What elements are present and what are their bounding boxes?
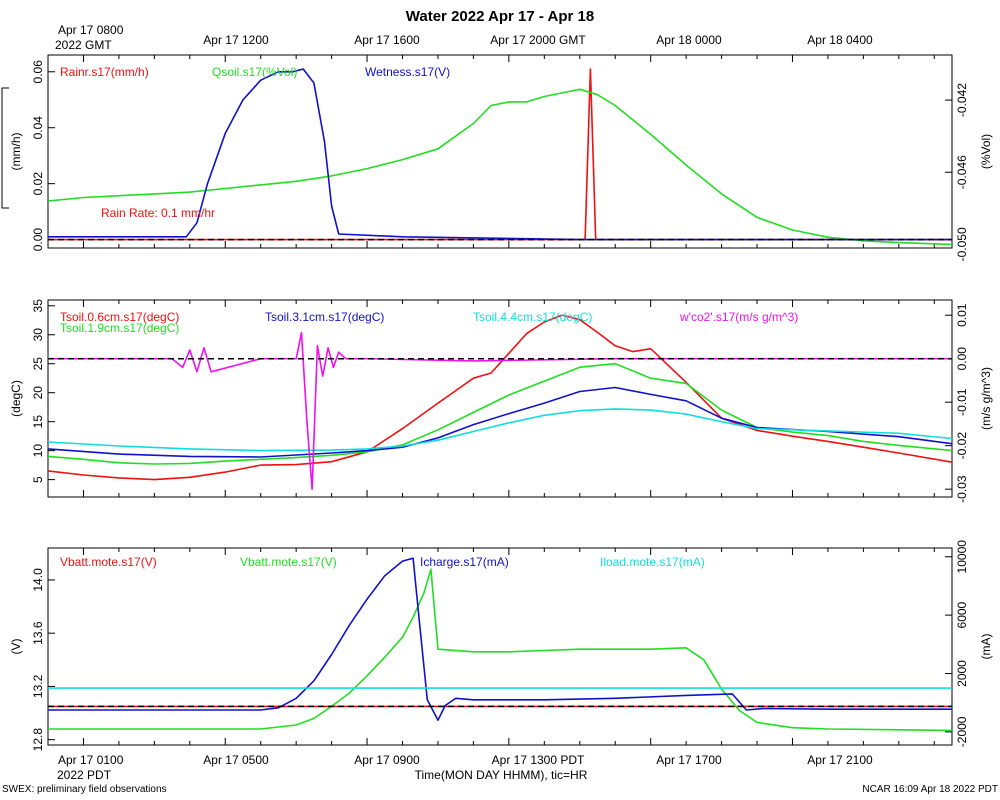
- top-axis-first-line2: 2022 GMT: [55, 38, 112, 52]
- bottom-axis-tick-label: Apr 17 0900: [354, 753, 420, 767]
- top-axis-tick-label: Apr 18 0400: [807, 33, 873, 47]
- y-axis-title-left: (degC): [9, 380, 23, 417]
- series-line-1-0: [47, 314, 953, 481]
- y-tick-label-left: 20: [31, 386, 45, 400]
- y-tick-label-right: -0.050: [955, 227, 969, 261]
- y-tick-label-left: 0.04: [31, 116, 45, 140]
- y-tick-label-right: 6000: [955, 601, 969, 628]
- legend-label: Tsoil.4.4cm.s17(degC): [473, 310, 592, 324]
- y-tick-label-left: 5: [31, 476, 45, 483]
- bottom-axis-tick-label: Apr 17 0500: [203, 753, 269, 767]
- panel-frame: [47, 54, 953, 249]
- y-axis-title-left: (V): [9, 639, 23, 655]
- y-tick-label-right: -0.01: [955, 388, 969, 416]
- page-title: Water 2022 Apr 17 - Apr 18: [405, 8, 595, 25]
- top-axis-tick-label: Apr 18 0000: [656, 33, 722, 47]
- x-axis-label: Time(MON DAY HHMM), tic=HR: [415, 768, 588, 782]
- y-tick-label-right: -0.046: [955, 155, 969, 189]
- panel-frame: [47, 299, 953, 498]
- legend-label: Vbatt.mote.s17(V): [60, 555, 157, 569]
- y-tick-label-left: 15: [31, 415, 45, 429]
- y-tick-label-left: 13.2: [31, 674, 45, 698]
- bottom-axis-tick-label: Apr 17 2100: [807, 753, 873, 767]
- bottom-axis-tick-label: Apr 17 1300 PDT: [492, 753, 585, 767]
- y-axis-title-right: (%Vol): [979, 134, 993, 169]
- legend-label: Rainr.s17(mm/h): [60, 65, 149, 79]
- series-line-1-3: [47, 408, 953, 452]
- series-line-1-4: [48, 331, 952, 491]
- legend-label: Tsoil.3.1cm.s17(degC): [265, 310, 384, 324]
- annotation-rain-rate: Rain Rate: 0.1 mm/hr: [101, 206, 215, 220]
- series-line-0-2: [48, 68, 952, 241]
- top-axis-first-line1: Apr 17 0800: [58, 23, 124, 37]
- top-axis-tick-label: Apr 17 1200: [203, 33, 269, 47]
- y-tick-label-right: 10000: [955, 540, 969, 574]
- y-tick-label-left: 35: [31, 299, 45, 313]
- legend-label: Iload.mote.s17(mA): [600, 555, 705, 569]
- legend-label: Wetness.s17(V): [365, 65, 450, 79]
- y-tick-label-right: 2000: [955, 660, 969, 687]
- y-tick-label-left: 25: [31, 357, 45, 371]
- top-axis-tick-label: Apr 17 1600: [354, 33, 420, 47]
- legend-label: w'co2'.s17(m/s g/m^3): [679, 310, 798, 324]
- y-tick-label-left: 0.00: [31, 228, 45, 252]
- legend-label: Icharge.s17(mA): [420, 555, 509, 569]
- footer-left: SWEX: preliminary field observations: [2, 784, 167, 795]
- legend-label: Qsoil.s17(%Vol): [212, 65, 297, 79]
- y-axis-title-right: (mA): [979, 634, 993, 660]
- legend-label: Tsoil.1.9cm.s17(degC): [60, 321, 179, 335]
- y-tick-label-left: 14.0: [31, 568, 45, 592]
- panel-soil-temperature: 5 10 15 20 25 30 35 -0.03 -0.02 -0.01 0.00 0.01 (deg…: [9, 299, 993, 503]
- series-line-1-2: [47, 386, 953, 458]
- bottom-axis-first-line1: Apr 17 0100: [58, 753, 124, 767]
- top-axis-tick-label: Apr 17 2000 GMT: [490, 33, 586, 47]
- y-tick-label-right: 0.01: [955, 303, 969, 327]
- left-bracket: [1, 87, 9, 209]
- series-line-2-2: [48, 557, 952, 722]
- chart-panels: 0.00 0.02 0.04 0.06 -0.050 -0.046 -0.042 (mm/h)…: [1, 33, 993, 767]
- panel-mote-power: 12.8 13.2 13.6 14.0 -2000 2000 6000 10000 (V) (mA…: [9, 540, 993, 752]
- y-tick-label-left: 0.06: [31, 60, 45, 84]
- footer-right: NCAR 16:09 Apr 18 2022 PDT: [862, 784, 998, 795]
- series-line-2-1: [48, 568, 953, 732]
- y-axis-title-left: (mm/h): [9, 133, 23, 171]
- y-tick-label-left: 12.8: [31, 728, 45, 752]
- y-tick-label-left: 0.02: [31, 172, 45, 196]
- y-tick-label-right: -0.042: [955, 83, 969, 117]
- series-line-0-1: [47, 88, 953, 246]
- y-tick-label-right: 0.00: [955, 347, 969, 371]
- legend-label: Tsoil.0.6cm.s17(degC): [60, 310, 179, 324]
- y-tick-label-left: 13.6: [31, 621, 45, 645]
- legend-label: Vbatt.mote.s17(V): [240, 555, 337, 569]
- y-tick-label-right: -0.03: [955, 475, 969, 503]
- y-tick-label-right: -2000: [955, 716, 969, 747]
- y-tick-label-left: 30: [31, 328, 45, 342]
- panel-water: 0.00 0.02 0.04 0.06 -0.050 -0.046 -0.042 (mm/h)…: [9, 54, 993, 261]
- panel-frame: [47, 547, 953, 746]
- bottom-axis-first-line2: 2022 PDT: [57, 768, 112, 782]
- y-tick-label-left: 10: [31, 444, 45, 458]
- y-axis-title-right: (m/s g/m^3): [979, 367, 993, 430]
- series-line-1-1: [47, 362, 953, 465]
- y-tick-label-right: -0.02: [955, 432, 969, 460]
- bottom-axis-tick-label: Apr 17 1700: [656, 753, 722, 767]
